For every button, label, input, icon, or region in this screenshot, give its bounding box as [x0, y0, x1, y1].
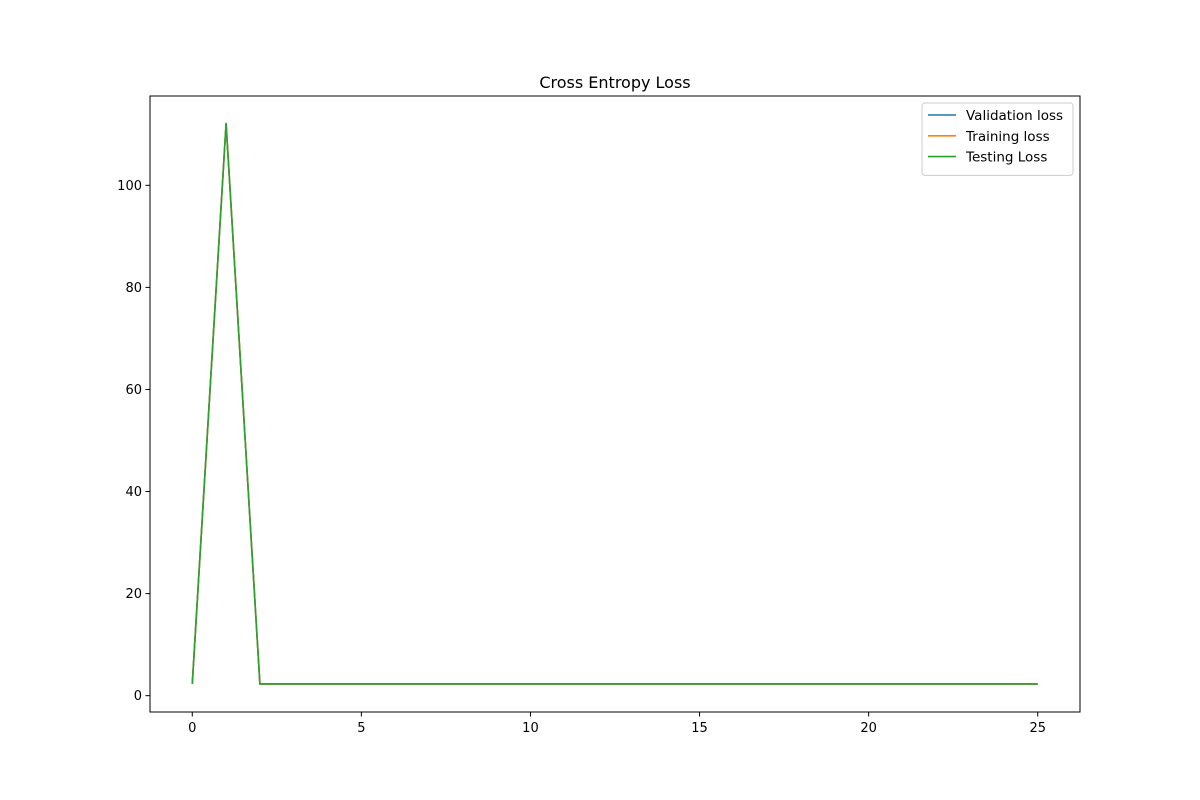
chart-title: Cross Entropy Loss [539, 73, 690, 92]
y-tick-label: 0 [134, 689, 142, 704]
x-tick-label: 25 [1029, 721, 1046, 736]
x-tick-label: 15 [691, 721, 708, 736]
x-tick-label: 5 [357, 721, 365, 736]
series-line-2 [191, 122, 1038, 685]
x-axis: 0 5 10 15 20 25 [188, 712, 1046, 736]
y-tick-label: 80 [125, 281, 142, 296]
x-tick-label: 10 [522, 721, 539, 736]
legend: Validation loss Training loss Testing Loss [921, 102, 1074, 176]
y-tick-label: 100 [117, 179, 142, 194]
y-tick-label: 40 [125, 485, 142, 500]
y-tick-label: 20 [125, 587, 142, 602]
x-tick-label: 0 [188, 721, 196, 736]
legend-label-2: Testing Loss [965, 150, 1047, 166]
x-tick-label: 20 [860, 721, 877, 736]
plot-frame [149, 95, 1081, 713]
legend-label-1: Training loss [965, 129, 1050, 145]
y-tick-label: 60 [125, 383, 142, 398]
legend-label-0: Validation loss [966, 108, 1063, 124]
y-axis: 0 20 40 60 80 100 [117, 179, 150, 704]
series-layer [191, 122, 1038, 685]
legend-box [921, 102, 1074, 176]
